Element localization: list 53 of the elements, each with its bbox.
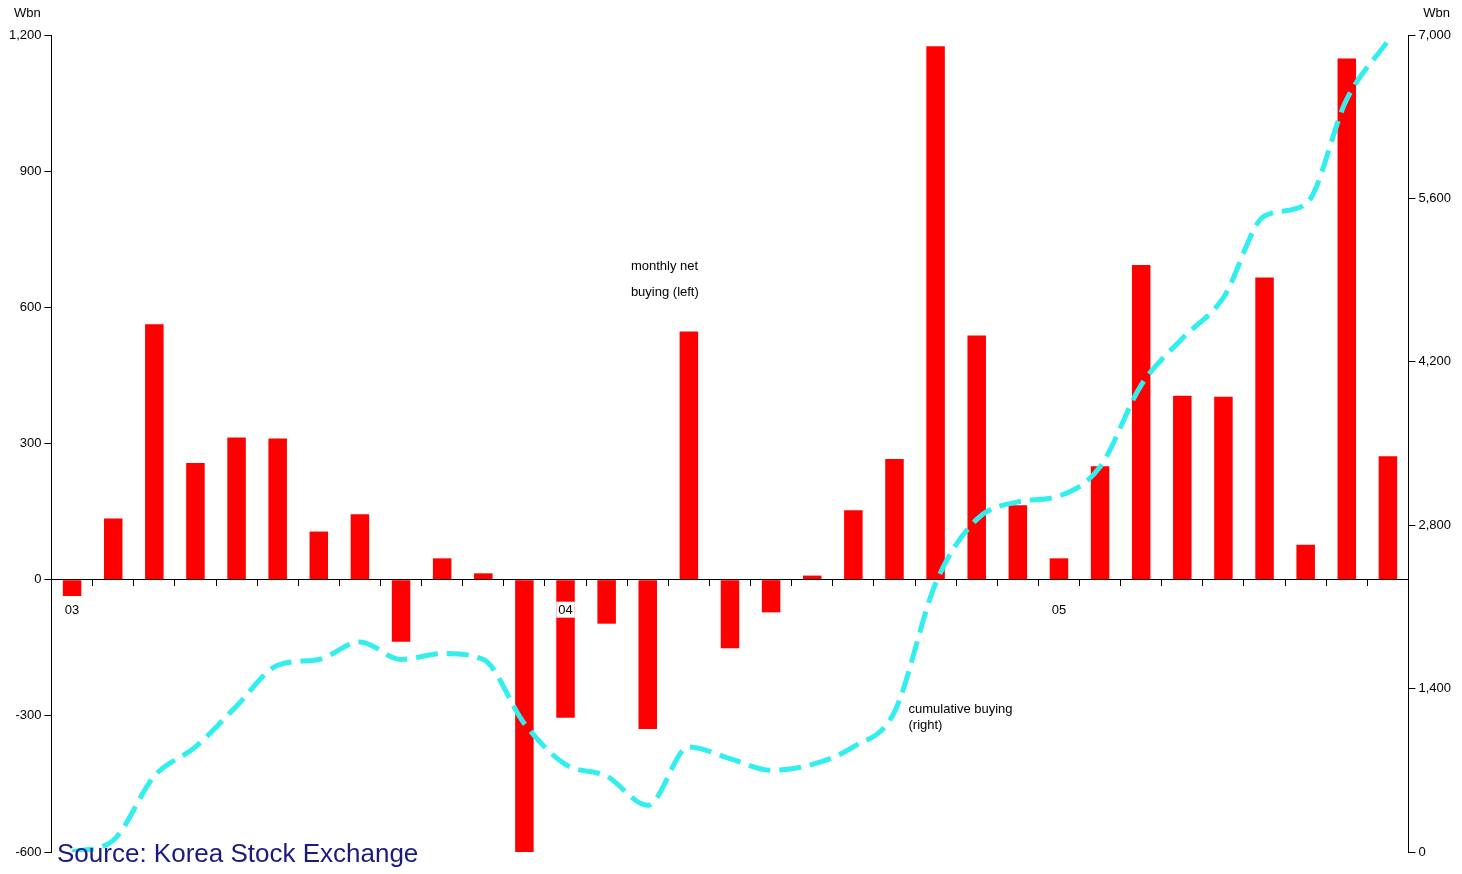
y-tick-label: 900 [19,162,42,178]
bar [350,514,370,580]
bar [474,573,493,580]
y-tick-label: -300 [15,707,42,723]
series-label: cumulative buying (right) [908,701,1013,733]
bar [761,580,781,613]
bar [391,580,411,642]
bar [720,580,740,649]
y2-tick-label: 7,000 [1418,26,1452,42]
bar [103,518,123,580]
bar [1173,395,1192,580]
x-tick-label: 04 [558,601,573,617]
bar [1337,58,1357,580]
y2-axis-title: Wbn [1423,5,1450,21]
y2-tick-label: 0 [1418,843,1426,859]
bar [309,531,329,580]
x-tick-label: 05 [1051,601,1067,617]
bar [515,580,534,852]
bar [1378,456,1398,580]
bar [844,510,863,580]
bar [1296,544,1315,580]
text: monthly net buying (left) [630,258,699,300]
bar [1255,277,1274,580]
bar [967,335,986,580]
bar [432,558,452,580]
x-tick-label: 03 [64,601,80,617]
bar [1214,396,1233,580]
bar [1090,466,1110,580]
bar [638,580,658,729]
y-tick-label: 1,200 [8,26,42,42]
y2-tick-label: 2,800 [1418,516,1452,532]
bar [186,463,205,580]
y2-tick-label: 4,200 [1418,353,1452,369]
bar [679,331,699,580]
bar [597,580,616,624]
bar [268,438,287,580]
bar [62,580,82,597]
bar [227,437,246,580]
y2-tick-label: 5,600 [1418,189,1452,205]
y-tick-label: 0 [34,571,42,587]
y-axis-title: Wbn [14,5,41,21]
y2-tick-label: 1,400 [1418,680,1452,696]
y-tick-label: 600 [19,298,42,314]
bar [556,580,575,718]
y-tick-label: -600 [15,843,42,859]
bar [926,46,945,580]
bar [1008,505,1028,580]
bar [1049,558,1069,580]
bar [1131,265,1151,580]
bar [145,324,164,580]
annotation: Source: Korea Stock Exchange [57,838,419,869]
bar [885,458,904,580]
y-tick-label: 300 [19,435,42,451]
